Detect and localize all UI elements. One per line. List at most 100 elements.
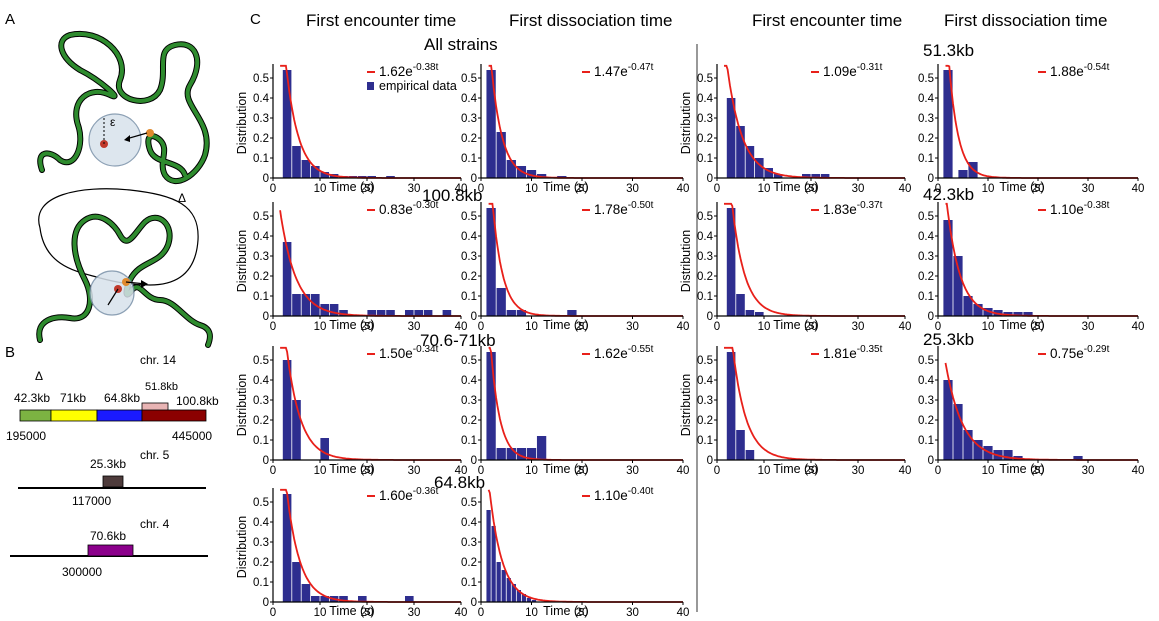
x-tick-label: 30 <box>852 465 865 477</box>
x-tick-label: 0 <box>270 607 276 619</box>
y-tick-label: 0.1 <box>461 435 477 447</box>
histogram-bar <box>745 310 755 316</box>
x-tick-label: 10 <box>314 465 327 477</box>
histogram-r70_dis: 0 0.1 0.2 0.3 0.4 0.5 0 10 20 30 40 Time (s) 1.62e-0… <box>461 344 689 477</box>
col-title-3: First encounter time <box>752 11 902 30</box>
exponential-fit-curve <box>280 346 461 461</box>
y-tick-label: 0.1 <box>461 577 477 589</box>
y-tick-label: 0.1 <box>253 153 269 165</box>
y-tick-label: 0.5 <box>918 211 934 223</box>
histogram-bar <box>506 160 516 178</box>
x-tick-label: 10 <box>525 465 538 477</box>
y-tick-label: 0.5 <box>253 73 269 85</box>
x-tick-label: 10 <box>758 465 771 477</box>
x-axis-label: Time (s) <box>329 604 374 618</box>
y-tick-label: 0.1 <box>253 577 269 589</box>
histogram-bar <box>405 310 414 316</box>
y-tick-label: 0 <box>471 173 477 185</box>
y-axis-label: Distribution <box>235 374 249 437</box>
x-tick-label: 0 <box>270 183 276 195</box>
histogram-bar <box>339 596 348 602</box>
x-tick-label: 40 <box>899 321 912 333</box>
chr4-pos-label: 300000 <box>62 565 102 579</box>
y-tick-label: 0.3 <box>697 251 713 263</box>
y-tick-label: 0.2 <box>461 557 477 569</box>
x-tick-label: 10 <box>758 183 771 195</box>
y-tick-label: 0 <box>263 311 269 323</box>
fit-equation-label: 1.78e-0.50t <box>594 200 654 217</box>
x-tick-label: 10 <box>982 183 995 195</box>
row-title-25kb: 25.3kb <box>923 330 974 349</box>
histogram-r42_enc: 0 0.1 0.2 0.3 0.4 0.5 0 10 20 30 40 Time (s) Distrib… <box>679 200 911 333</box>
row-title-64kb: 64.8kb <box>434 473 485 492</box>
chr4-label: chr. 4 <box>140 517 170 531</box>
y-axis-label: Distribution <box>679 374 693 437</box>
exponential-fit-curve <box>488 64 683 179</box>
chr14-seg3-label: 64.8kb <box>104 391 140 405</box>
x-tick-label: 30 <box>408 465 421 477</box>
histogram-bar <box>736 126 745 178</box>
chr14-label: chr. 14 <box>140 353 176 367</box>
y-tick-label: 0.1 <box>461 153 477 165</box>
y-tick-label: 0.4 <box>461 231 478 243</box>
histogram-bar <box>292 146 301 178</box>
x-axis-label: Time (s) <box>329 462 374 476</box>
chr14-segment-42kb <box>19 409 52 422</box>
histogram-bar <box>358 596 367 602</box>
panel-a-bottom-illustration <box>36 188 213 348</box>
y-tick-label: 0.2 <box>461 271 477 283</box>
fit-equation-label: 0.83e-0.30t <box>379 200 439 217</box>
y-tick-label: 0.1 <box>697 153 713 165</box>
y-axis-label: Distribution <box>235 230 249 293</box>
delta-symbol-a: Δ <box>178 191 186 205</box>
x-axis-label: Time (s) <box>999 462 1044 476</box>
x-tick-label: 20 <box>576 465 589 477</box>
x-tick-label: 0 <box>935 183 941 195</box>
y-tick-label: 0.3 <box>461 251 477 263</box>
histogram-bar <box>1073 456 1083 460</box>
histogram-bar <box>755 158 764 178</box>
histogram-all_enc: 0 0.1 0.2 0.3 0.4 0.5 0 10 20 30 40 Time (s) Distrib… <box>235 62 467 195</box>
y-tick-label: 0 <box>707 455 713 467</box>
y-tick-label: 0 <box>471 311 477 323</box>
x-tick-label: 40 <box>677 465 690 477</box>
y-tick-label: 0.3 <box>918 113 934 125</box>
y-tick-label: 0 <box>928 173 934 185</box>
y-tick-label: 0.4 <box>253 231 270 243</box>
y-tick-label: 0.4 <box>461 517 478 529</box>
chr14-end-label: 445000 <box>172 429 212 443</box>
histogram-bar <box>726 98 736 178</box>
y-tick-label: 0.3 <box>253 113 269 125</box>
delta-symbol-b: Δ <box>35 369 43 383</box>
histogram-bar <box>726 208 736 316</box>
x-axis-label: Time (s) <box>543 318 588 332</box>
x-tick-label: 20 <box>805 465 818 477</box>
histogram-bar <box>943 380 953 460</box>
y-tick-label: 0.1 <box>697 435 713 447</box>
histogram-bar <box>820 174 830 178</box>
x-tick-label: 20 <box>576 607 589 619</box>
histogram-bar <box>386 176 395 178</box>
y-tick-label: 0.3 <box>461 113 477 125</box>
histogram-bar <box>736 430 745 460</box>
histogram-bar <box>496 562 501 602</box>
x-tick-label: 40 <box>455 321 468 333</box>
chr5-segment-label: 25.3kb <box>90 457 126 471</box>
chr14-start-label: 195000 <box>6 429 46 443</box>
y-tick-label: 0.3 <box>461 537 477 549</box>
x-axis-label: Time (s) <box>543 462 588 476</box>
histogram-bar <box>726 352 736 460</box>
y-tick-label: 0.4 <box>461 375 478 387</box>
x-axis-label: Time (s) <box>329 318 374 332</box>
histogram-bar <box>496 132 506 178</box>
histogram-r64_dis: 0 0.1 0.2 0.3 0.4 0.5 0 10 20 30 40 Time (s) 1.10e-0… <box>461 486 689 619</box>
x-tick-label: 40 <box>677 321 690 333</box>
histogram-bar <box>973 440 983 460</box>
histogram-all_dis: 0 0.1 0.2 0.3 0.4 0.5 0 10 20 30 40 Time (s) 1.47e-0… <box>461 62 689 195</box>
histogram-bar <box>506 310 516 316</box>
histogram-bar <box>282 360 292 460</box>
x-tick-label: 20 <box>1032 183 1045 195</box>
histogram-grid: 0 0.1 0.2 0.3 0.4 0.5 0 10 20 30 40 Time (s) Distrib… <box>235 62 1144 619</box>
histogram-bar <box>414 310 423 316</box>
y-tick-label: 0.4 <box>253 517 270 529</box>
